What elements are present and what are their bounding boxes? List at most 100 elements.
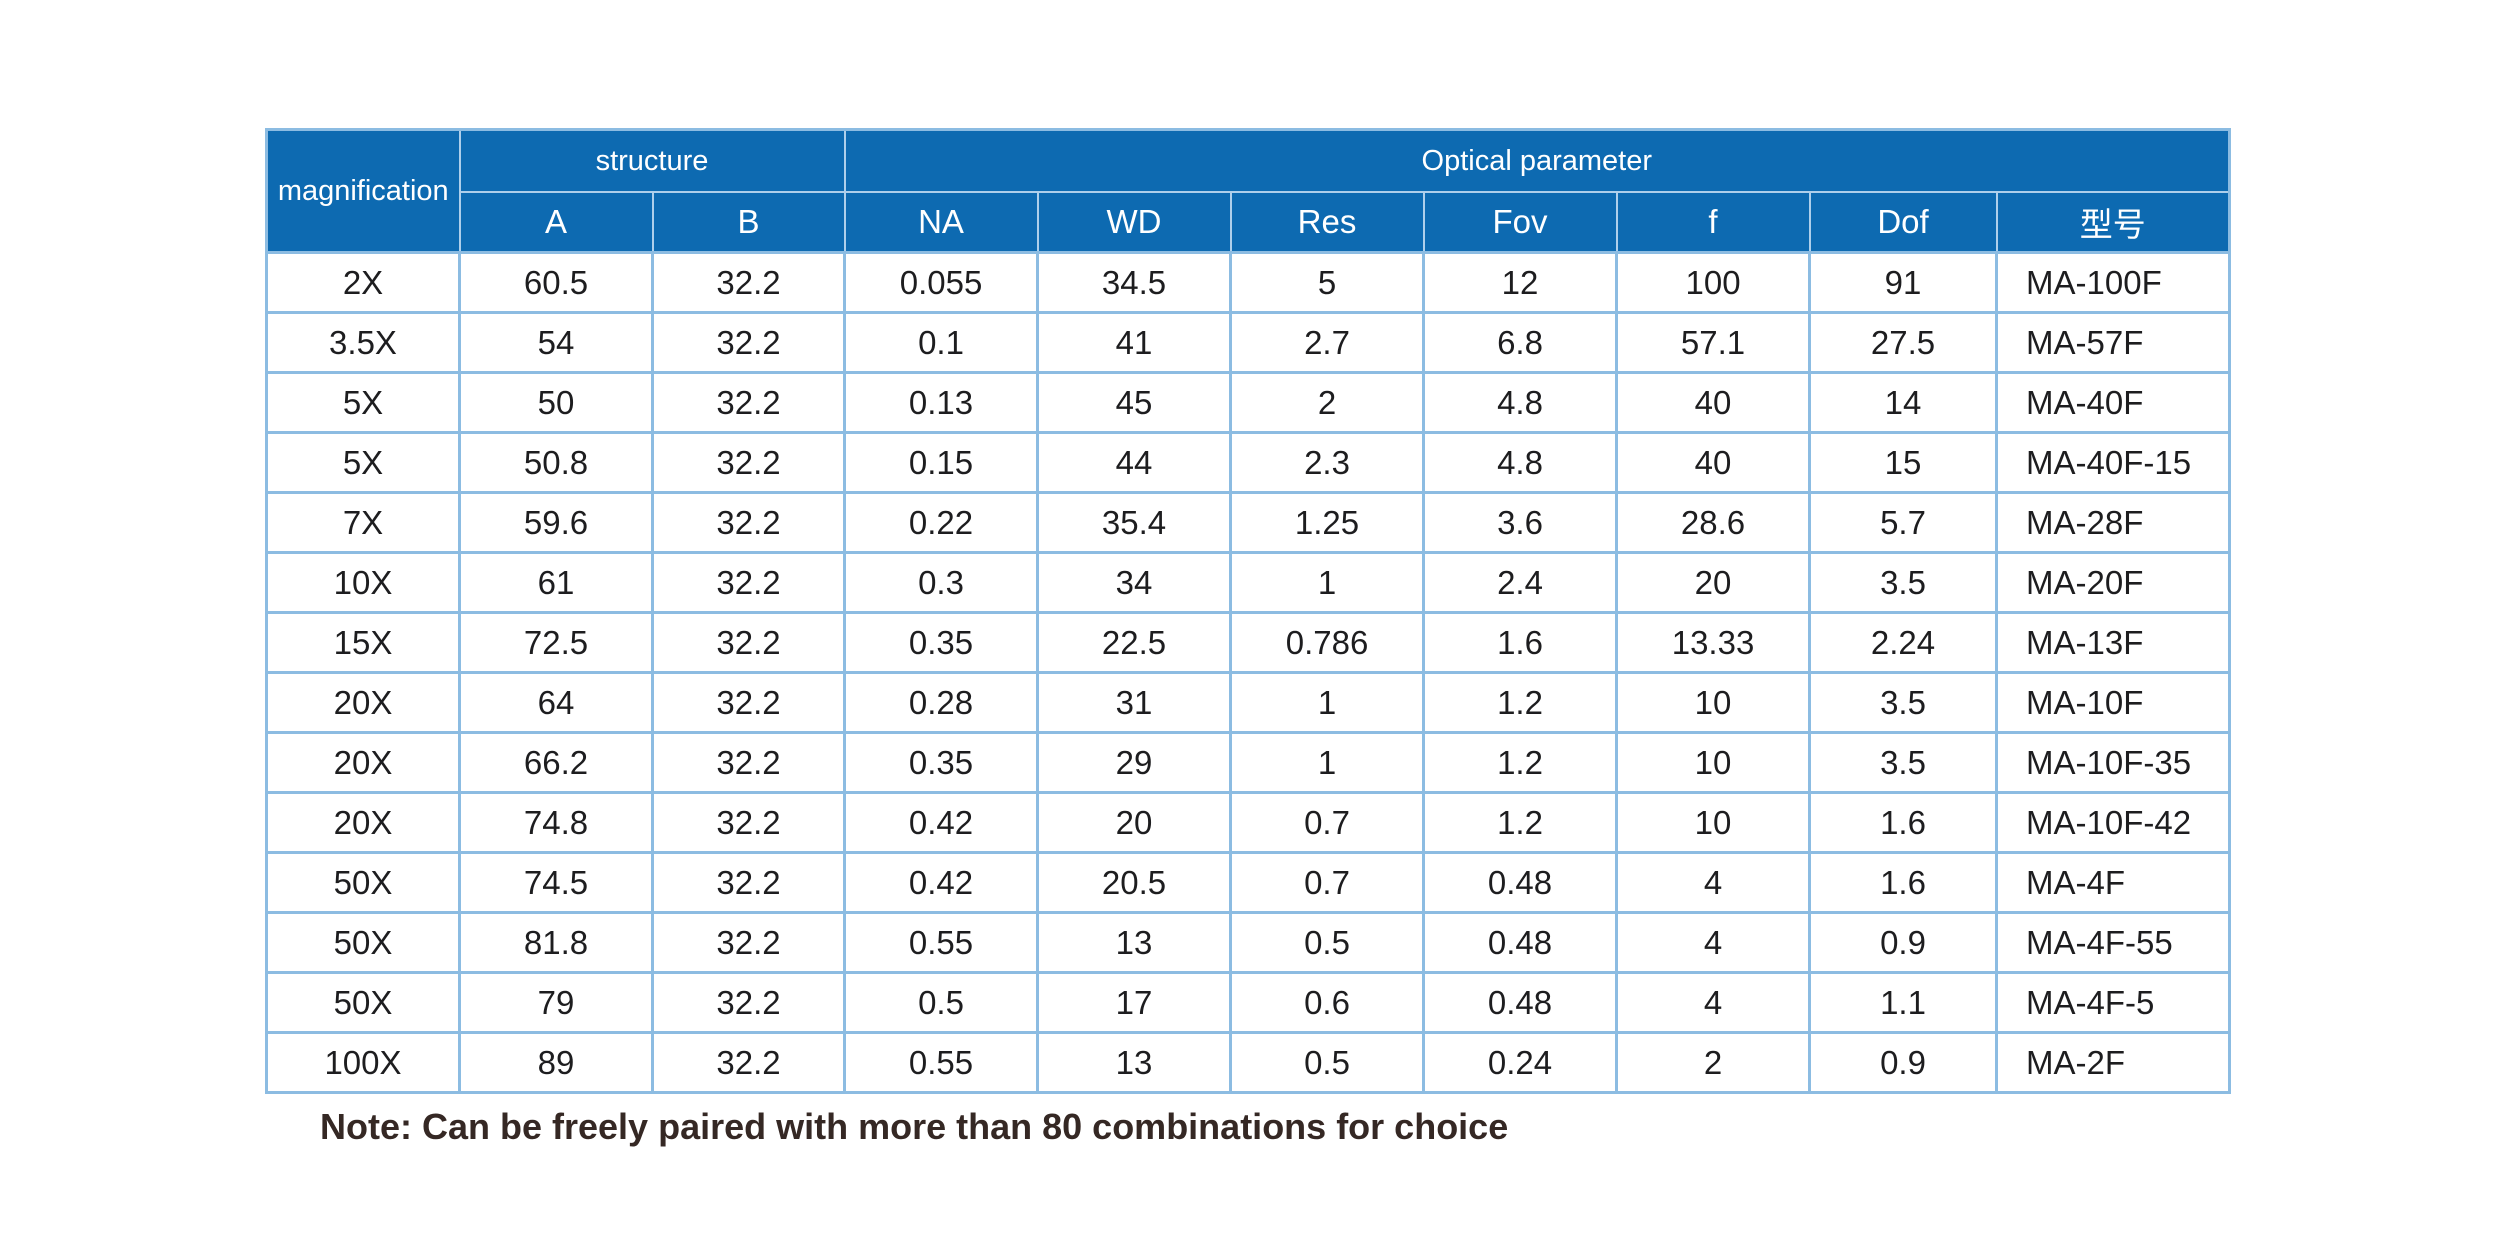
cell-A: 81.8 [458,911,654,974]
cell-Fov: 1.2 [1422,671,1619,734]
cell-magnification: 20X [265,671,461,734]
header-cell-magnification: magnification [265,128,461,254]
cell-model: MA-28F [1995,491,2232,554]
cell-NA: 0.3 [843,551,1040,614]
cell-B: 32.2 [650,251,847,314]
table-body: 2X 60.5 32.2 0.055 34.5 5 12 100 91 MA-100F 3.5X 54… [265,251,2232,1094]
cell-f: 10 [1615,671,1812,734]
cell-magnification: 50X [265,971,461,1034]
cell-Res: 2.7 [1229,311,1426,374]
cell-Fov: 1.2 [1422,791,1619,854]
cell-A: 50.8 [458,431,654,494]
cell-NA: 0.5 [843,971,1040,1034]
cell-Res: 0.7 [1229,791,1426,854]
cell-A: 66.2 [458,731,654,794]
cell-Dof: 1.1 [1808,971,1999,1034]
cell-B: 32.2 [650,911,847,974]
cell-NA: 0.055 [843,251,1040,314]
cell-magnification: 7X [265,491,461,554]
cell-WD: 35.4 [1036,491,1233,554]
cell-A: 60.5 [458,251,654,314]
cell-Dof: 2.24 [1808,611,1999,674]
cell-Dof: 3.5 [1808,551,1999,614]
cell-NA: 0.22 [843,491,1040,554]
cell-Dof: 1.6 [1808,791,1999,854]
cell-Dof: 0.9 [1808,911,1999,974]
spec-table: magnification structure Optical paramete… [265,128,2232,1094]
header-cell-optical-parameter: Optical parameter [843,128,2231,193]
cell-model: MA-10F [1995,671,2232,734]
table-row: 100X 89 32.2 0.55 13 0.5 0.24 2 0.9 MA-2F [265,1031,2232,1094]
cell-Dof: 27.5 [1808,311,1999,374]
table-row: 20X 66.2 32.2 0.35 29 1 1.2 10 3.5 MA-10F-35 [265,731,2232,794]
cell-magnification: 20X [265,791,461,854]
cell-f: 20 [1615,551,1812,614]
cell-f: 4 [1615,911,1812,974]
header-cell-Dof: Dof [1808,191,1998,254]
table-row: 5X 50 32.2 0.13 45 2 4.8 40 14 MA-40F [265,371,2232,434]
cell-model: MA-2F [1995,1031,2232,1094]
header-cell-A: A [458,191,654,254]
cell-model: MA-40F [1995,371,2232,434]
cell-WD: 34 [1036,551,1233,614]
cell-magnification: 5X [265,431,461,494]
cell-model: MA-20F [1995,551,2232,614]
cell-model: MA-10F-35 [1995,731,2232,794]
cell-Res: 1 [1229,731,1426,794]
cell-WD: 22.5 [1036,611,1233,674]
table-row: 50X 81.8 32.2 0.55 13 0.5 0.48 4 0.9 MA-4F-55 [265,911,2232,974]
cell-Fov: 0.24 [1422,1031,1619,1094]
cell-B: 32.2 [650,851,847,914]
header-cell-NA: NA [843,191,1039,254]
cell-model: MA-4F-5 [1995,971,2232,1034]
cell-A: 64 [458,671,654,734]
cell-Res: 0.786 [1229,611,1426,674]
cell-Fov: 4.8 [1422,431,1619,494]
cell-magnification: 10X [265,551,461,614]
cell-model: MA-10F-42 [1995,791,2232,854]
cell-A: 72.5 [458,611,654,674]
cell-A: 89 [458,1031,654,1094]
cell-NA: 0.1 [843,311,1040,374]
cell-Fov: 0.48 [1422,971,1619,1034]
cell-Fov: 0.48 [1422,851,1619,914]
cell-NA: 0.15 [843,431,1040,494]
cell-Res: 1 [1229,551,1426,614]
cell-magnification: 5X [265,371,461,434]
cell-model: MA-100F [1995,251,2232,314]
cell-Res: 0.7 [1229,851,1426,914]
cell-NA: 0.55 [843,911,1040,974]
cell-B: 32.2 [650,731,847,794]
cell-WD: 44 [1036,431,1233,494]
cell-A: 54 [458,311,654,374]
table-header: magnification structure Optical paramete… [265,128,2231,254]
cell-f: 10 [1615,791,1812,854]
cell-A: 79 [458,971,654,1034]
header-row-groups: magnification structure Optical paramete… [265,128,2231,254]
cell-Dof: 15 [1808,431,1999,494]
cell-magnification: 2X [265,251,461,314]
header-row-sub: A B NA WD Res Fov f Dof 型号 [267,191,2231,254]
cell-B: 32.2 [650,491,847,554]
cell-WD: 29 [1036,731,1233,794]
cell-WD: 31 [1036,671,1233,734]
cell-NA: 0.28 [843,671,1040,734]
cell-B: 32.2 [650,1031,847,1094]
cell-model: MA-4F-55 [1995,911,2232,974]
cell-Fov: 3.6 [1422,491,1619,554]
cell-WD: 17 [1036,971,1233,1034]
cell-B: 32.2 [650,311,847,374]
cell-Fov: 2.4 [1422,551,1619,614]
header-cell-structure: structure [458,128,846,193]
cell-Fov: 4.8 [1422,371,1619,434]
cell-Res: 0.5 [1229,1031,1426,1094]
cell-f: 57.1 [1615,311,1812,374]
cell-f: 2 [1615,1031,1812,1094]
cell-WD: 20.5 [1036,851,1233,914]
cell-Fov: 1.6 [1422,611,1619,674]
table-row: 15X 72.5 32.2 0.35 22.5 0.786 1.6 13.33 2.24 MA-1… [265,611,2232,674]
cell-Res: 2.3 [1229,431,1426,494]
header-cell-WD: WD [1036,191,1232,254]
cell-magnification: 50X [265,911,461,974]
cell-model: MA-57F [1995,311,2232,374]
